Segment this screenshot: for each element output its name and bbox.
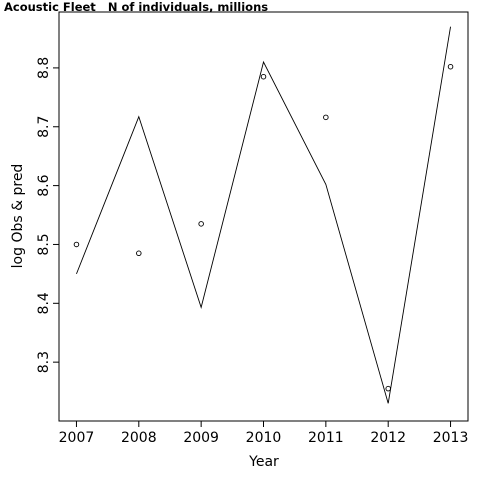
y-tick-label: 8.6 — [36, 174, 52, 196]
x-tick-label: 2008 — [121, 430, 157, 446]
x-tick-label: 2011 — [308, 430, 344, 446]
y-tick-label: 8.5 — [36, 233, 52, 255]
x-axis-label: Year — [248, 454, 279, 470]
y-axis: 8.3 8.4 8.5 8.6 8.7 8.8 — [36, 57, 59, 373]
series-layer — [73, 26, 454, 404]
y-tick-label: 8.4 — [36, 292, 52, 314]
y-axis-label: log Obs & pred — [10, 164, 26, 269]
observed-point — [323, 114, 329, 121]
observed-point — [198, 221, 204, 227]
observed-point — [73, 241, 80, 248]
x-tick-label: 2009 — [183, 430, 219, 446]
y-tick-label: 8.3 — [36, 351, 52, 373]
observed-point — [447, 63, 454, 70]
observed-point — [136, 250, 142, 257]
predicted-line — [76, 26, 451, 404]
x-tick-label: 2013 — [433, 430, 469, 446]
chart-title: Acoustic Fleet N of individuals, million… — [4, 0, 269, 14]
y-tick-label: 8.8 — [36, 57, 52, 79]
x-tick-label: 2007 — [59, 430, 95, 446]
plot-frame — [58, 11, 469, 422]
x-tick-label: 2010 — [246, 430, 282, 446]
y-tick-label: 8.7 — [36, 116, 52, 138]
x-tick-label: 2012 — [370, 430, 406, 446]
x-axis: 2007 2008 2009 2010 2011 2012 2013 — [59, 421, 469, 446]
observed-point — [385, 385, 391, 392]
observed-point — [260, 73, 267, 80]
